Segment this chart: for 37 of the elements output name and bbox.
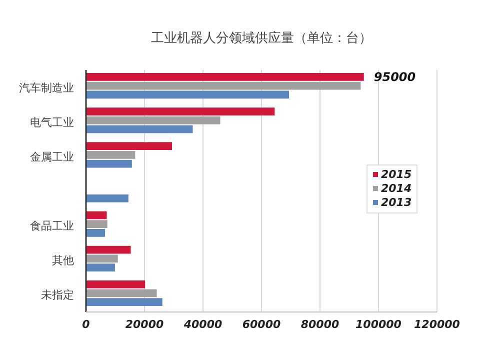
bar	[86, 264, 115, 272]
bar	[86, 246, 131, 254]
y-tick-label: 金属工业	[30, 150, 74, 164]
x-tick-label: 0	[82, 318, 90, 331]
legend-label: 2014	[381, 182, 412, 195]
bar	[86, 73, 364, 81]
y-tick-label: 电气工业	[30, 116, 74, 129]
legend-label: 2013	[381, 196, 412, 209]
legend-label: 2015	[381, 168, 412, 181]
x-tick-label: 60000	[242, 318, 281, 331]
bar	[86, 142, 172, 150]
bar	[86, 116, 220, 124]
x-tick-label: 40000	[182, 318, 222, 331]
bar	[86, 254, 118, 263]
bar	[86, 229, 106, 237]
bar	[86, 194, 128, 202]
y-tick-label: 未指定	[41, 288, 74, 302]
bar	[86, 289, 157, 298]
bar	[86, 125, 193, 134]
bar	[86, 280, 146, 288]
bar	[86, 90, 289, 99]
bar	[86, 298, 162, 306]
bar	[86, 220, 108, 228]
x-tick-label: 80000	[300, 318, 340, 331]
bar	[86, 211, 107, 220]
data-label: 95000	[374, 70, 416, 84]
x-tick-label: 120000	[414, 318, 460, 331]
y-tick-label: 其他	[52, 254, 74, 268]
x-tick-label: 20000	[125, 318, 164, 331]
y-tick-label: 汽车制造业	[19, 81, 74, 94]
chart-title: 工业机器人分领域供应量（单位：台）	[151, 30, 372, 46]
bar	[86, 108, 275, 116]
bar	[86, 151, 136, 159]
x-tick-label: 100000	[356, 318, 402, 331]
y-tick-label: 食品工业	[30, 220, 74, 233]
bar	[86, 160, 132, 168]
bar	[86, 82, 361, 90]
